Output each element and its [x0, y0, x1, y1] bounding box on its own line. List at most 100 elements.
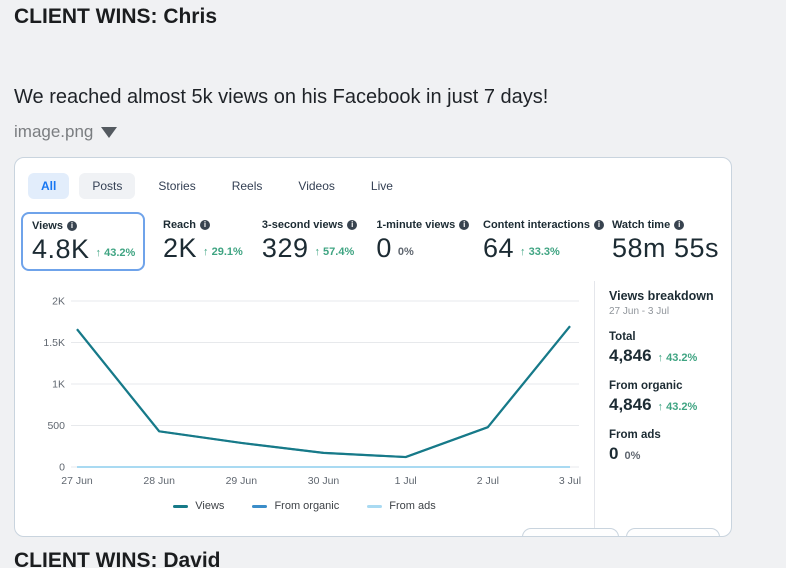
y-axis-tick: 0 — [59, 462, 65, 474]
x-axis-tick: 2 Jul — [477, 475, 499, 487]
partial-button-outline — [522, 528, 619, 536]
x-axis-tick: 28 Jun — [143, 475, 175, 487]
metric-views[interactable]: Views i 4.8K ↑ 43.2% — [21, 212, 145, 271]
legend-item-from-organic: From organic — [252, 500, 339, 512]
metric-label: Views i — [32, 220, 135, 232]
metric-label: 1-minute views i — [376, 219, 479, 231]
attachment-filename: image.png — [14, 122, 94, 141]
info-icon: i — [593, 220, 604, 230]
metric-1-minute-views[interactable]: 1-minute views i 0 0% — [376, 212, 483, 271]
delta-up: ↑ 43.2% — [95, 247, 136, 259]
next-post-title: CLIENT WINS: David — [14, 549, 221, 568]
legend-item-from-ads: From ads — [367, 500, 436, 512]
x-axis-tick: 29 Jun — [226, 475, 258, 487]
facebook-insights-screenshot: All Posts Stories Reels Videos Live Views i 4.8… — [14, 157, 732, 537]
metric-value-row: 0 0% — [376, 233, 479, 263]
y-axis-tick: 2K — [52, 296, 65, 308]
delta-up: ↑ 57.4% — [314, 246, 355, 258]
chart-column: 0 500 1K 1.5K 2K 27 Jun 28 Jun 29 Jun 30 Jun 1 Ju… — [15, 281, 594, 528]
metric-reach[interactable]: Reach i 2K ↑ 29.1% — [163, 212, 262, 271]
metric-value-row: 4.8K ↑ 43.2% — [32, 234, 135, 264]
breakdown-row-total: Total 4,846 ↑ 43.2% — [609, 331, 725, 366]
breakdown-value: 0 — [609, 444, 619, 463]
views-line-chart: 0 500 1K 1.5K 2K 27 Jun 28 Jun 29 Jun 30 Jun 1 Ju… — [15, 281, 594, 498]
breakdown-value: 4,846 — [609, 395, 652, 414]
metric-value: 329 — [261, 233, 309, 263]
views-chart-svg: 0 500 1K 1.5K 2K 27 Jun 28 Jun 29 Jun 30 Jun 1 Ju… — [43, 296, 581, 488]
post-body-text: We reached almost 5k views on his Facebo… — [14, 86, 549, 108]
x-axis-tick: 1 Jul — [395, 475, 417, 487]
y-axis-tick: 1.5K — [43, 337, 65, 349]
metric-label: Watch time i — [612, 219, 719, 231]
legend-label: Views — [195, 500, 225, 512]
post-title: CLIENT WINS: Chris — [14, 5, 217, 28]
info-icon: i — [674, 220, 685, 230]
metric-value: 0 — [376, 233, 392, 263]
x-axis-tick: 30 Jun — [308, 475, 340, 487]
legend-dash-icon — [173, 504, 189, 508]
series-line-views — [76, 325, 571, 459]
tab-all[interactable]: All — [28, 173, 70, 199]
metric-value-row: 329 ↑ 57.4% — [262, 233, 372, 263]
breakdown-rows: Total 4,846 ↑ 43.2% From organic 4,846 ↑ 43.2… — [609, 331, 725, 464]
tab-reels[interactable]: Reels — [231, 179, 263, 193]
attachment-toggle[interactable]: image.png — [14, 122, 118, 142]
chart-and-breakdown: 0 500 1K 1.5K 2K 27 Jun 28 Jun 29 Jun 30 Jun 1 Ju… — [15, 281, 731, 528]
breakdown-row-from-organic: From organic 4,846 ↑ 43.2% — [609, 380, 725, 415]
metric-content-interactions[interactable]: Content interactions i 64 ↑ 33.3% — [483, 212, 612, 271]
metric-value-row: 2K ↑ 29.1% — [163, 233, 258, 263]
y-axis-tick: 1K — [52, 379, 65, 391]
delta-up: ↑ 29.1% — [203, 246, 243, 258]
metric-value: 64 — [483, 233, 515, 263]
metric-3-second-views[interactable]: 3-second views i 329 ↑ 57.4% — [262, 212, 376, 271]
metric-label-text: Watch time — [611, 219, 671, 231]
content-type-tabs: All Posts Stories Reels Videos Live — [15, 158, 731, 199]
breakdown-date-range: 27 Jun - 3 Jul — [609, 306, 670, 317]
metric-label-text: 1-minute views — [376, 219, 456, 231]
partial-button-outline — [626, 528, 720, 536]
legend-dash-icon — [252, 504, 268, 508]
x-axis-tick: 3 Jul — [559, 475, 581, 487]
breakdown-value-row: 0 0% — [609, 444, 725, 464]
chart-legend: Views From organic From ads — [15, 500, 594, 512]
caret-down-icon — [101, 126, 118, 138]
info-icon: i — [200, 220, 211, 230]
views-breakdown-panel: Views breakdown 27 Jun - 3 Jul Total 4,84… — [595, 281, 731, 528]
metric-value-row: 58m 55s — [612, 233, 719, 263]
tab-videos[interactable]: Videos — [298, 179, 335, 193]
breakdown-title: Views breakdown — [609, 289, 714, 303]
breakdown-row-label: From organic — [609, 380, 683, 392]
y-axis-tick: 500 — [47, 420, 65, 432]
breakdown-value-row: 4,846 ↑ 43.2% — [609, 395, 725, 415]
metric-label: Reach i — [163, 219, 258, 231]
breakdown-value: 4,846 — [609, 346, 652, 365]
delta-flat: 0% — [624, 450, 641, 462]
legend-label: From ads — [389, 500, 436, 512]
info-icon: i — [347, 220, 358, 230]
metric-label-text: Reach — [163, 219, 197, 231]
legend-item-views: Views — [173, 500, 224, 512]
tab-posts[interactable]: Posts — [79, 173, 136, 199]
metric-label-text: Content interactions — [483, 219, 590, 231]
delta-flat: 0% — [397, 246, 414, 258]
metric-value: 2K — [163, 233, 198, 263]
breakdown-row-label: From ads — [609, 429, 661, 441]
breakdown-value-row: 4,846 ↑ 43.2% — [609, 346, 725, 366]
vertical-divider — [594, 281, 595, 528]
metric-label: Content interactions i — [483, 219, 608, 231]
tab-stories[interactable]: Stories — [158, 179, 196, 193]
metric-value: 58m 55s — [611, 233, 719, 263]
delta-up: ↑ 43.2% — [657, 401, 698, 413]
info-icon: i — [459, 220, 470, 230]
metric-label-text: Views — [32, 220, 63, 232]
breakdown-row-label: Total — [609, 331, 636, 343]
legend-label: From organic — [274, 500, 340, 512]
tab-live[interactable]: Live — [370, 179, 393, 193]
info-icon: i — [67, 221, 77, 231]
series-line-from-organic — [76, 325, 571, 459]
metrics-row: Views i 4.8K ↑ 43.2% Reach i 2K ↑ 29.1% 3-second… — [15, 212, 731, 271]
metric-label-text: 3-second views — [261, 219, 344, 231]
legend-dash-icon — [367, 504, 383, 508]
metric-watch-time[interactable]: Watch time i 58m 55s — [612, 212, 723, 271]
metric-value: 4.8K — [32, 234, 90, 264]
